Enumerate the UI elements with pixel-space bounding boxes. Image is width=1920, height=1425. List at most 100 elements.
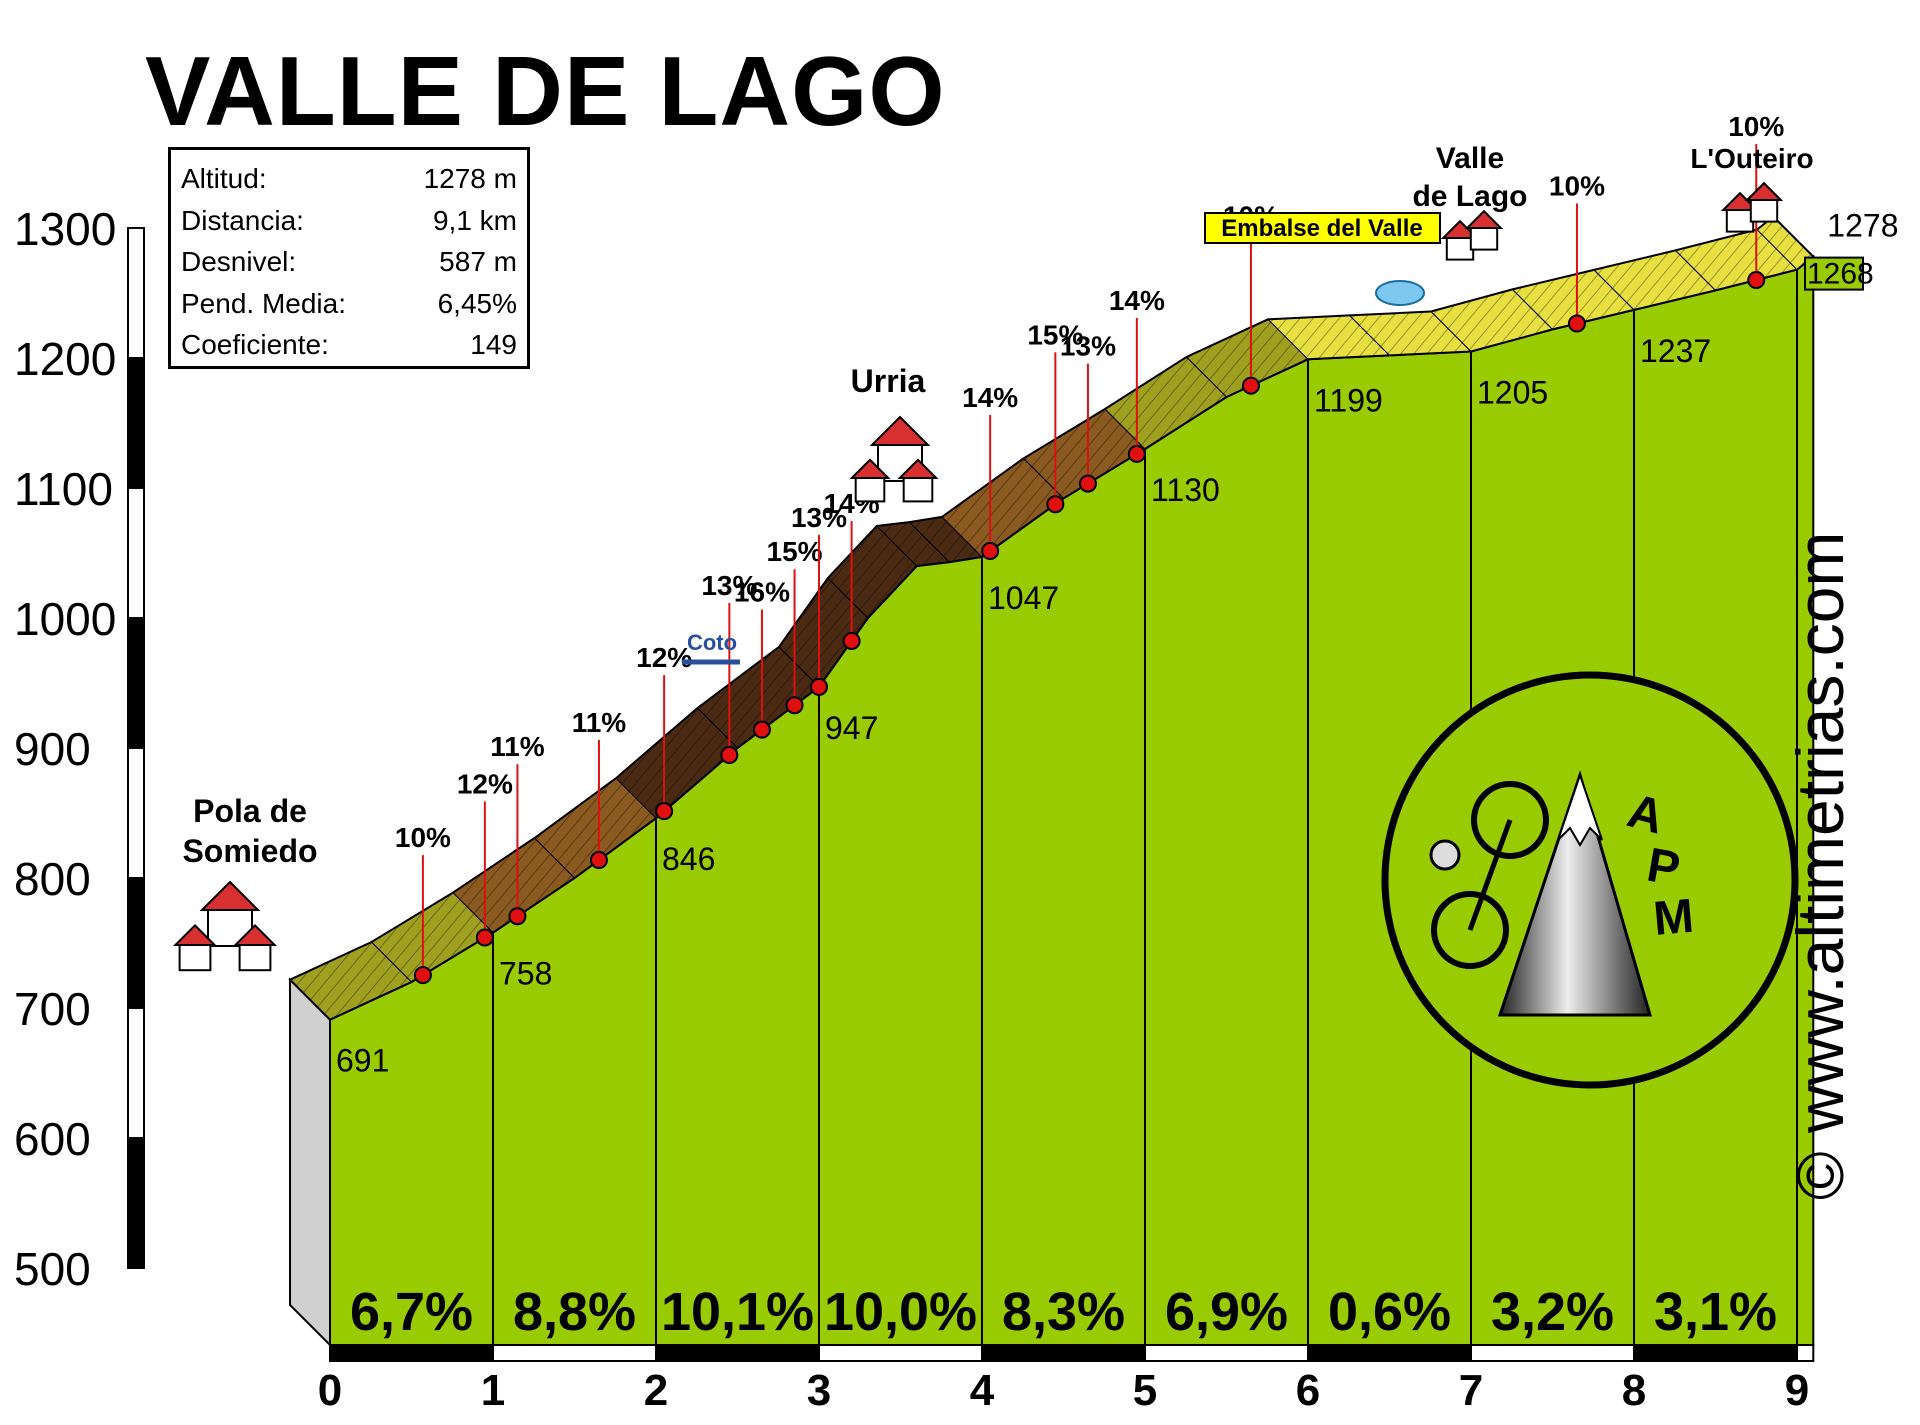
km-altitude-label: 947	[825, 710, 878, 746]
house-icon	[178, 944, 212, 972]
segment-grade-label: 0,6%	[1328, 1282, 1451, 1342]
km-altitude-label: 1130	[1151, 472, 1220, 508]
km-altitude-label: 1199	[1314, 382, 1383, 418]
distance-bar-segment	[1633, 1344, 1798, 1362]
grade-marker	[720, 746, 739, 765]
place-label: de Lago	[1412, 180, 1527, 213]
place-label: L'Outeiro	[1690, 143, 1813, 174]
scale-bar-segment	[127, 747, 145, 879]
info-value: 587 m	[439, 246, 517, 277]
y-tick-label: 1000	[14, 593, 116, 645]
info-value: 9,1 km	[432, 204, 517, 236]
cyclist-icon	[1429, 839, 1461, 871]
x-tick-label: 6	[1296, 1366, 1320, 1415]
segment-grade-label: 8,3%	[1002, 1282, 1125, 1342]
grade-marker	[842, 631, 861, 650]
max-grade-label: 16%	[734, 577, 790, 608]
segment-grade-label: 6,7%	[350, 1282, 473, 1342]
max-grade-label: 13%	[791, 502, 847, 533]
info-row-distancia: Distancia: 9,1 km	[181, 200, 517, 242]
info-box: Altitud: 1278 m Distancia: 9,1 km Desniv…	[168, 147, 530, 369]
scale-bar-segment	[127, 1137, 145, 1269]
scale-bar-segment	[127, 877, 145, 1009]
info-label: Pend. Media:	[181, 287, 346, 319]
place-label: Valle	[1436, 142, 1504, 175]
x-tick-label: 2	[644, 1366, 668, 1415]
x-tick-label: 7	[1459, 1366, 1483, 1415]
km-altitude-label: 691	[336, 1043, 389, 1079]
y-tick-label: 900	[14, 723, 91, 775]
grade-marker	[1747, 271, 1766, 289]
max-grade-label: 11%	[572, 707, 627, 738]
max-grade-label: 15%	[767, 536, 823, 567]
max-grade-label: 13%	[1060, 331, 1116, 362]
info-row-desnivel: Desnivel: 587 m	[181, 241, 517, 283]
x-tick-label: 3	[807, 1366, 831, 1415]
info-label: Coeficiente:	[181, 329, 329, 360]
info-label: Altitud:	[181, 163, 267, 194]
max-grade-label: 12%	[457, 769, 513, 800]
place-label: Somiedo	[182, 833, 317, 869]
segment-grade-label: 8,8%	[513, 1282, 636, 1342]
info-row-pendiente: Pend. Media: 6,45%	[181, 283, 517, 325]
place-label: Urria	[851, 363, 926, 399]
snowcap-icon	[1557, 771, 1603, 847]
grade-marker	[1046, 495, 1065, 514]
segment-grade-label: 10,0%	[824, 1282, 977, 1342]
x-tick-label: 9	[1785, 1366, 1809, 1415]
house-roof-icon	[869, 415, 931, 446]
max-grade-label: 10%	[1549, 171, 1605, 202]
distance-bar-segment	[1470, 1344, 1635, 1362]
max-grade-label: 13%	[701, 570, 757, 601]
info-row-altitud: Altitud: 1278 m	[181, 158, 517, 200]
distance-bar-segment	[818, 1344, 983, 1362]
grade-marker	[655, 802, 674, 821]
watermark-text: © www.altimetrias.com	[1783, 531, 1857, 1200]
house-roof-icon	[1464, 209, 1504, 229]
house-icon	[1469, 227, 1499, 251]
house-icon	[1725, 209, 1755, 233]
km-altitude-label: 1205	[1477, 375, 1548, 411]
place-label: Pola de	[193, 793, 307, 829]
max-grade-label: 11%	[490, 731, 545, 762]
info-label: Distancia:	[181, 204, 304, 236]
km-altitude-label: 1237	[1640, 333, 1711, 369]
x-tick-label: 1	[481, 1366, 505, 1415]
max-grade-label: 10%	[1728, 111, 1784, 142]
distance-bar-segment	[655, 1344, 820, 1362]
info-value: 6,45%	[437, 287, 517, 319]
grade-marker	[1567, 314, 1586, 333]
y-tick-label: 800	[14, 853, 91, 905]
scale-bar-segment	[127, 617, 145, 749]
house-icon	[1445, 237, 1475, 261]
max-grade-label: 12%	[636, 642, 692, 673]
chart-title: VALLE DE LAGO	[145, 36, 946, 146]
house-icon	[1749, 199, 1779, 223]
x-tick-label: 0	[318, 1366, 342, 1415]
grade-marker	[413, 966, 432, 985]
distance-bar-segment	[1144, 1344, 1309, 1362]
y-tick-label: 1300	[14, 203, 116, 255]
max-grade-label: 14%	[1109, 285, 1165, 316]
segment-grade-label: 3,2%	[1491, 1282, 1614, 1342]
distance-bar-segment	[981, 1344, 1146, 1362]
segment-grade-label: 6,9%	[1165, 1282, 1288, 1342]
x-tick-label: 8	[1622, 1366, 1646, 1415]
scale-bar-segment	[127, 487, 145, 619]
segment-grade-label: 10,1%	[661, 1282, 814, 1342]
house-icon	[238, 944, 272, 972]
lake-icon	[1375, 280, 1425, 306]
grade-marker	[1127, 444, 1146, 463]
bicycle-wheel-icon	[1471, 781, 1549, 859]
scale-bar-segment	[127, 357, 145, 489]
grade-marker	[810, 677, 828, 696]
profile-side-face	[289, 977, 331, 1348]
km-altitude-label: 846	[662, 841, 715, 877]
end-altitude-box	[1804, 256, 1864, 291]
scale-bar-segment	[127, 1007, 145, 1139]
grade-marker	[1078, 474, 1097, 493]
y-tick-label: 600	[14, 1113, 91, 1165]
info-value: 149	[470, 329, 517, 360]
place-label: Coto	[687, 630, 737, 655]
